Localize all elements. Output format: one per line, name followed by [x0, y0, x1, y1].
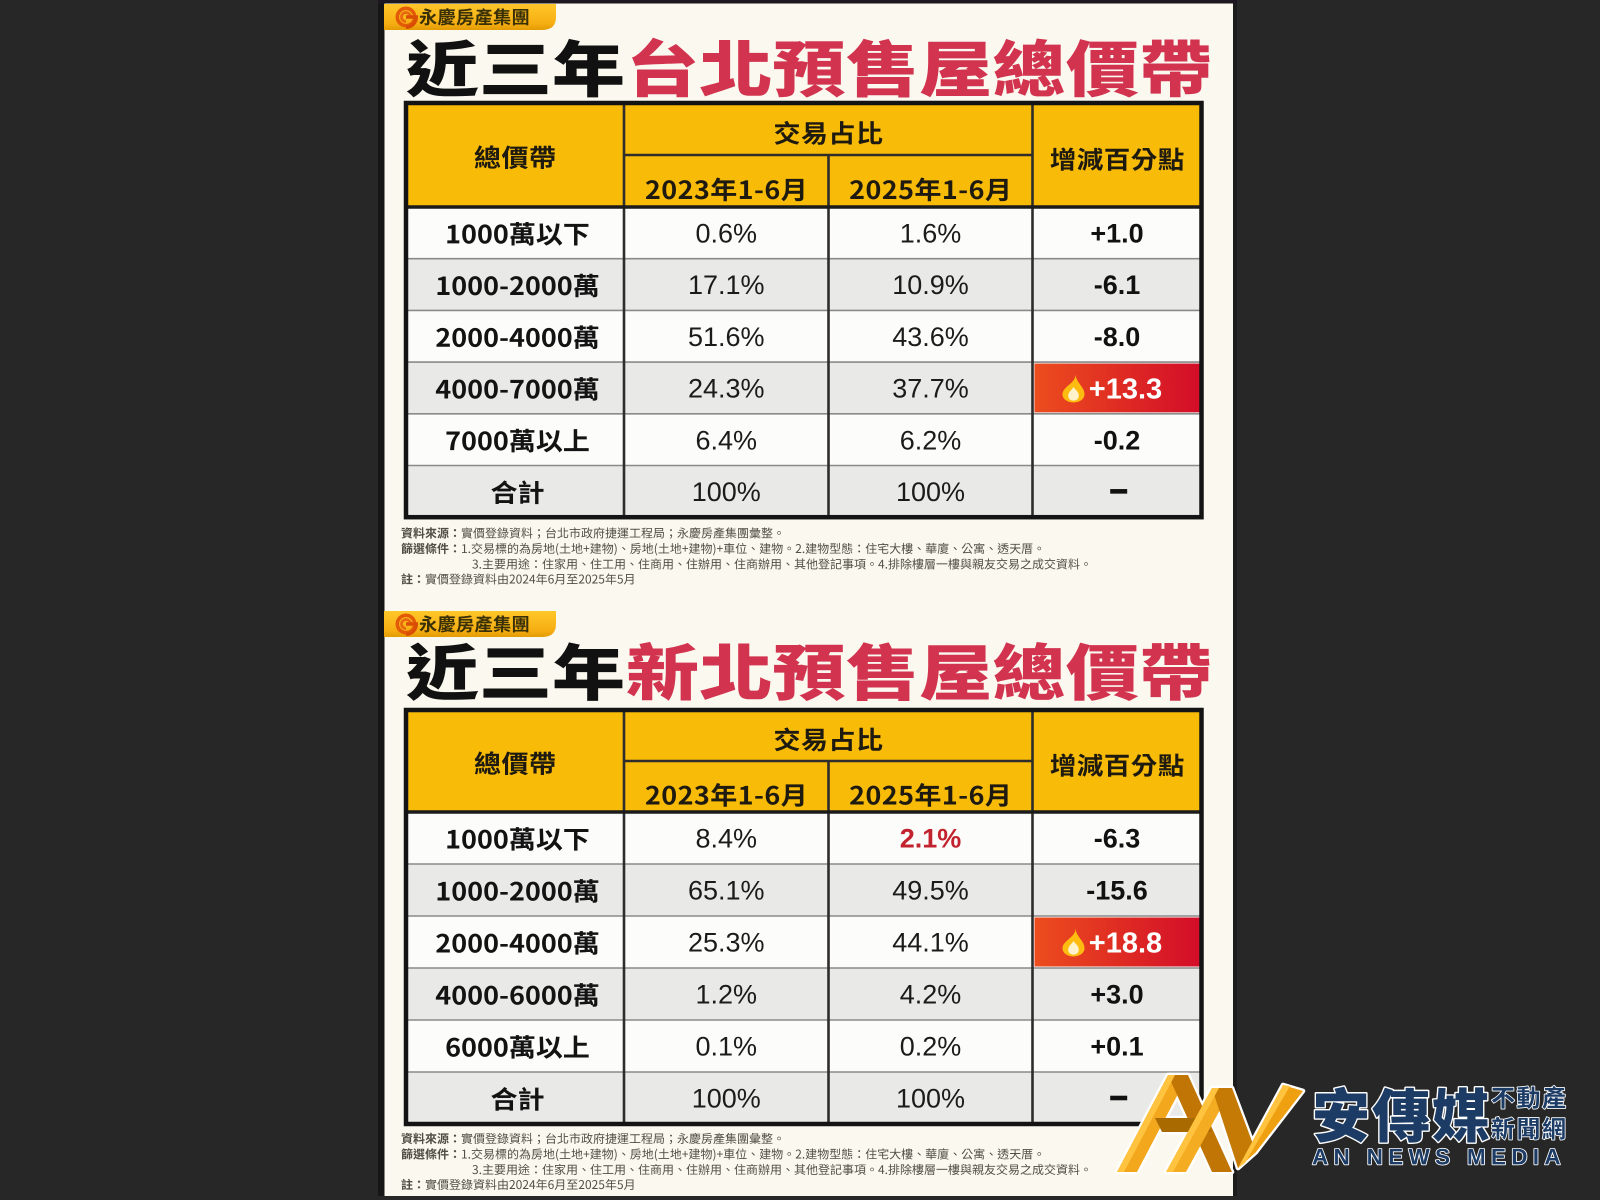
- svg-text:+18.8: +18.8: [1089, 927, 1162, 959]
- svg-text:100%: 100%: [896, 1084, 965, 1114]
- svg-text:0.2%: 0.2%: [900, 1032, 962, 1062]
- svg-text:-15.6: -15.6: [1086, 876, 1148, 906]
- svg-text:0.1%: 0.1%: [695, 1032, 757, 1062]
- svg-text:44.1%: 44.1%: [892, 928, 969, 958]
- svg-text:65.1%: 65.1%: [688, 876, 765, 906]
- svg-text:37.7%: 37.7%: [892, 374, 969, 404]
- svg-text:4.2%: 4.2%: [900, 980, 962, 1010]
- svg-text:51.6%: 51.6%: [688, 322, 765, 352]
- svg-text:-8.0: -8.0: [1094, 322, 1141, 352]
- svg-text:1.2%: 1.2%: [695, 980, 757, 1010]
- svg-text:100%: 100%: [692, 1084, 761, 1114]
- svg-text:8.4%: 8.4%: [695, 824, 757, 854]
- svg-text:6.4%: 6.4%: [695, 425, 757, 455]
- svg-text:1.6%: 1.6%: [900, 218, 962, 248]
- svg-text:-6.3: -6.3: [1094, 824, 1141, 854]
- svg-text:100%: 100%: [896, 477, 965, 507]
- svg-text:-6.1: -6.1: [1094, 270, 1141, 300]
- svg-text:+13.3: +13.3: [1089, 373, 1162, 405]
- svg-text:25.3%: 25.3%: [688, 928, 765, 958]
- svg-text:100%: 100%: [692, 477, 761, 507]
- svg-text:6.2%: 6.2%: [900, 425, 962, 455]
- svg-text:2.1%: 2.1%: [900, 824, 962, 854]
- svg-text:10.9%: 10.9%: [892, 270, 969, 300]
- svg-text:43.6%: 43.6%: [892, 322, 969, 352]
- svg-text:0.6%: 0.6%: [695, 218, 757, 248]
- svg-text:-0.2: -0.2: [1094, 425, 1141, 455]
- svg-text:24.3%: 24.3%: [688, 374, 765, 404]
- svg-text:+3.0: +3.0: [1090, 980, 1143, 1010]
- svg-text:17.1%: 17.1%: [688, 270, 765, 300]
- svg-text:49.5%: 49.5%: [892, 876, 969, 906]
- svg-text:+0.1: +0.1: [1090, 1032, 1143, 1062]
- svg-text:+1.0: +1.0: [1090, 218, 1143, 248]
